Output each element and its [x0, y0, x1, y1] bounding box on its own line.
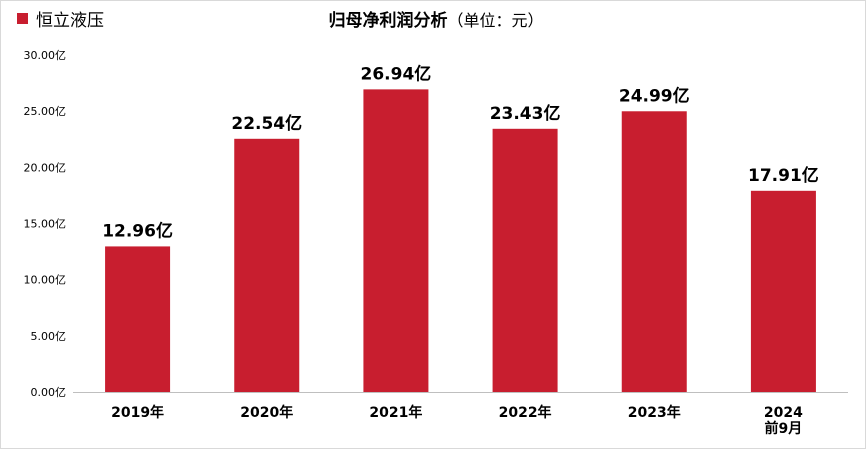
bar [750, 190, 816, 392]
data-labels: 12.96亿 22.54亿 26.94亿 23.43亿 24.99亿 17.91亿 [102, 63, 819, 241]
x-tick-label: 2023年 [628, 404, 681, 421]
y-tick-label: 25.00亿 [24, 105, 67, 118]
bar [492, 128, 558, 393]
data-label: 17.91亿 [748, 165, 819, 186]
legend: 恒立液压 [17, 11, 104, 31]
bar [105, 246, 171, 392]
bars [105, 89, 816, 393]
y-tick-label: 20.00亿 [24, 161, 67, 174]
x-tick-label: 2021年 [369, 404, 422, 421]
data-label: 24.99亿 [619, 85, 690, 106]
legend-swatch [17, 13, 28, 24]
x-tick-label: 2024 [764, 405, 803, 421]
data-label: 12.96亿 [102, 220, 173, 241]
x-tick-label: 前9月 [765, 420, 803, 437]
y-tick-label: 15.00亿 [24, 218, 67, 231]
bar [621, 111, 687, 393]
x-tick-label: 2019年 [111, 404, 164, 421]
y-tick-label: 30.00亿 [24, 49, 67, 62]
y-tick-label: 5.00亿 [31, 330, 67, 343]
chart-title: 归母净利润分析（单位：元） [328, 10, 543, 31]
y-tick-label: 10.00亿 [24, 274, 67, 287]
bar [363, 89, 429, 393]
x-tick-label: 2020年 [240, 404, 293, 421]
legend-label: 恒立液压 [36, 11, 104, 31]
data-label: 22.54亿 [231, 113, 302, 134]
data-label: 26.94亿 [361, 63, 432, 84]
y-tick-label: 0.00亿 [31, 386, 67, 399]
y-axis: 0.00亿 5.00亿 10.00亿 15.00亿 20.00亿 25.00亿 30.00亿 [24, 49, 67, 399]
x-tick-label: 2022年 [499, 404, 552, 421]
bar [234, 138, 300, 392]
data-label: 23.43亿 [490, 103, 561, 124]
